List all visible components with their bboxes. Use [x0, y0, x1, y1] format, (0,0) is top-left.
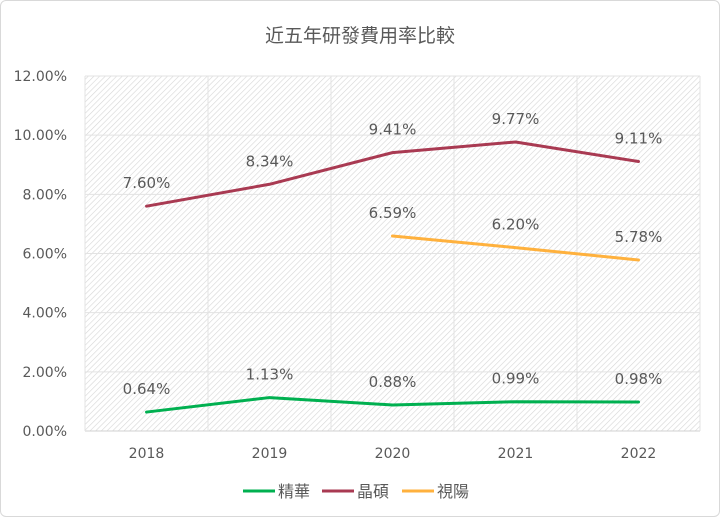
chart-title: 近五年研發費用率比較 — [265, 25, 455, 47]
data-label: 6.20% — [492, 216, 540, 234]
series-line-1 — [145, 140, 640, 208]
series-line-0 — [145, 396, 640, 414]
y-tick-label: 0.00% — [23, 424, 67, 440]
y-tick-label: 10.00% — [14, 128, 67, 144]
legend-label-1: 晶碩 — [357, 482, 389, 501]
y-tick-label: 4.00% — [23, 306, 67, 322]
x-tick-label: 2019 — [252, 446, 288, 462]
y-tick-label: 2.00% — [23, 365, 67, 381]
data-label: 7.60% — [123, 174, 171, 192]
y-tick-label: 8.00% — [23, 187, 67, 203]
data-label: 0.98% — [615, 370, 663, 388]
data-label: 0.64% — [123, 380, 171, 398]
data-label: 0.99% — [492, 370, 540, 388]
y-tick-label: 12.00% — [14, 69, 67, 85]
data-label: 6.59% — [369, 204, 417, 222]
legend-label-2: 視陽 — [437, 482, 469, 501]
x-tick-label: 2021 — [498, 446, 534, 462]
data-label: 9.41% — [369, 121, 417, 139]
data-label: 9.77% — [492, 110, 540, 128]
data-label: 5.78% — [615, 228, 663, 246]
data-label: 8.34% — [246, 152, 294, 170]
x-tick-label: 2018 — [129, 446, 165, 462]
x-tick-label: 2020 — [375, 446, 411, 462]
data-label: 1.13% — [246, 366, 294, 384]
x-tick-label: 2022 — [621, 446, 657, 462]
data-label: 0.88% — [369, 373, 417, 391]
legend-label-0: 精華 — [278, 482, 310, 501]
series-line-2 — [391, 234, 640, 262]
y-tick-label: 6.00% — [23, 247, 67, 263]
data-label: 9.11% — [615, 129, 663, 147]
